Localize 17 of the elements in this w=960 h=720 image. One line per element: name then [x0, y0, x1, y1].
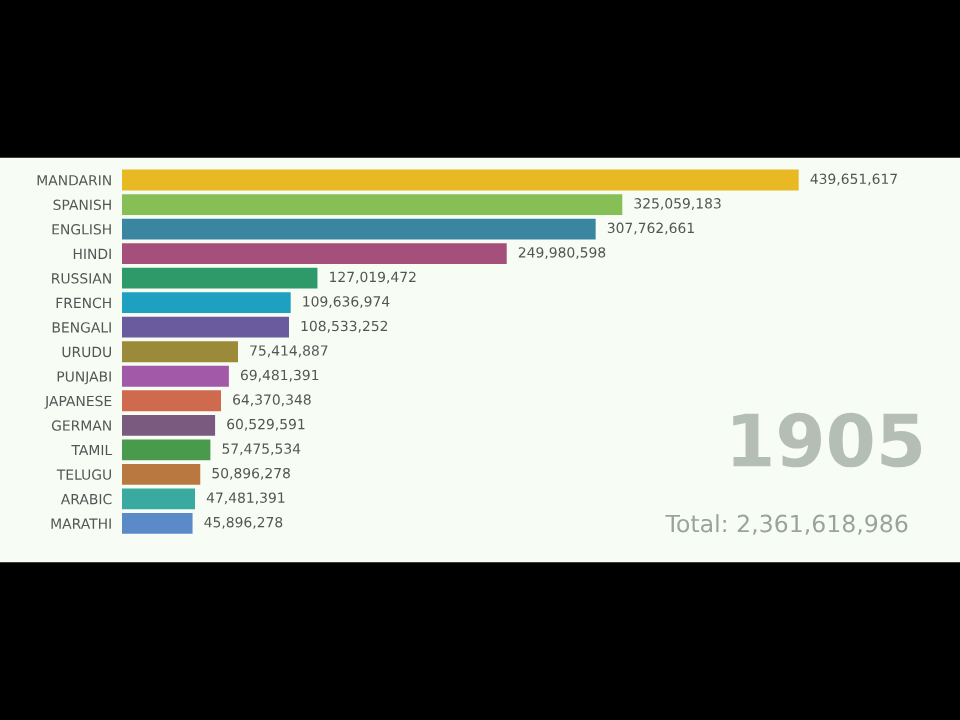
bar — [121, 316, 289, 338]
bar — [121, 169, 799, 191]
bar — [121, 218, 596, 240]
bar — [121, 292, 291, 314]
bar — [121, 463, 201, 485]
bar — [121, 243, 507, 265]
bar — [121, 488, 196, 510]
annotation: Total: 2,361,618,986 — [665, 514, 908, 535]
bar — [121, 194, 623, 215]
bar — [121, 341, 239, 363]
annotation: 1905 — [733, 412, 922, 468]
bar — [121, 414, 216, 436]
bar — [121, 439, 211, 461]
bar — [121, 512, 193, 534]
bar — [121, 267, 318, 289]
bar — [121, 365, 229, 387]
bar — [121, 390, 222, 412]
